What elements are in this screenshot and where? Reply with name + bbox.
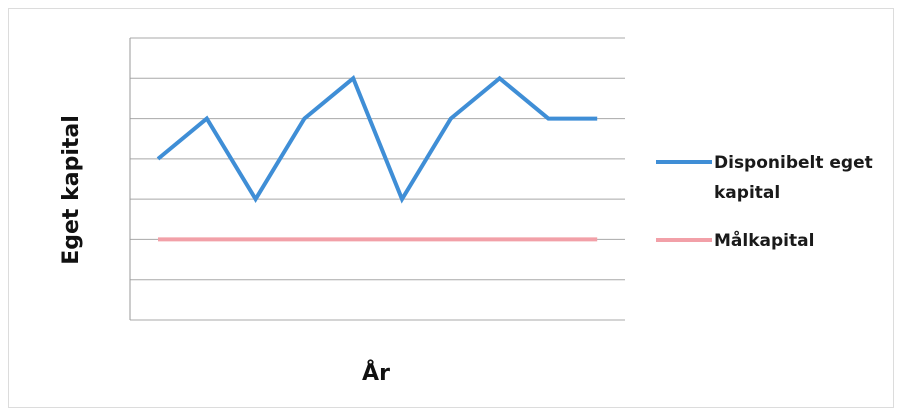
legend-label-line: Disponibelt eget [714, 153, 873, 173]
y-axis-title: Eget kapital [59, 115, 84, 265]
legend-label: Målkapital [714, 229, 814, 251]
series-line-disponibelt-eget-kapital [156, 75, 598, 204]
legend-item-malkapital: Målkapital [656, 229, 814, 251]
legend-item-disponibelt-eget-kapital: Disponibelt eget kapital [656, 153, 873, 203]
legend-label-line: kapital [714, 183, 780, 203]
series-layer [156, 75, 598, 242]
legend: Disponibelt eget kapital Målkapital [656, 153, 873, 251]
chart-frame [8, 8, 894, 408]
grid-lines [130, 37, 625, 321]
legend-label-line: Målkapital [714, 229, 814, 251]
legend-label: Disponibelt eget kapital [714, 153, 873, 203]
x-axis-title: År [362, 360, 390, 386]
